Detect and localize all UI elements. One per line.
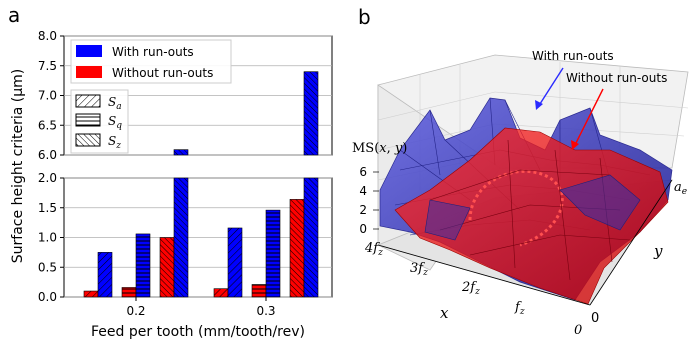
x-axis-label: Feed per tooth (mm/tooth/rev) [91,324,305,340]
runout-ring [468,169,564,247]
panel-a-label: a [8,3,20,27]
z-ticks: 0 2 4 6 [359,165,379,236]
annotation-with-arrowhead [535,100,543,110]
z-tick-label: 2 [359,203,367,217]
legend-hatch-sz [75,133,101,147]
annotation-with-runouts: With run-outs [532,49,614,63]
annotation-with-arrow [537,67,564,108]
panel-b-label: b [358,5,371,29]
z-tick-label: 4 [359,184,367,198]
y-tick-label: ae [674,180,687,197]
x-tick-label: 0 [574,323,582,338]
y-tick-label-upper: 8.0 [38,29,57,43]
annotation-without-runouts: Without run-outs [566,71,667,85]
bar-with-sq-0.3-hatch [266,210,280,297]
legend-swatch-with [76,45,102,57]
z-tick-label: 6 [359,165,367,179]
legend-swatch-without [76,66,102,78]
bar-with-sa-0.3-hatch [228,227,242,297]
y-axis-label: y [653,242,663,260]
legend-hatch-sq [75,113,101,127]
legend-hatch-sa [75,94,101,108]
z-tick-label: 0 [359,222,367,236]
panel-b-surface-plot: With run-outs Without run-outs MS(x, y) … [352,49,689,338]
surface-with-runouts-front [559,174,641,231]
z-axis-label: MS(x, y) [352,141,407,156]
legend: With run-outs Without run-outs Sa Sq Sz [70,39,232,154]
bar-without-sa-0.3-hatch [214,288,228,297]
y-axis-label: Surface height criteria (μm) [10,69,26,263]
bar-without-sq-0.3-hatch [252,284,266,297]
bar-with-sa-0.2-hatch [98,252,112,297]
surface-with-runouts-left [424,199,471,241]
surface-without-runouts-mesh [394,127,669,305]
bar-with-sz-0.2-upper-hatch [174,149,188,155]
y-tick-label-upper: 7.5 [38,59,57,73]
y-tick-label-lower: 0.5 [38,260,57,274]
axis-ticks: 0.0 0.5 1.0 1.5 2.0 6.0 6.5 7.0 7.5 8.0 0.2 0.3 [38,29,276,318]
y-tick-label-upper: 7.0 [38,89,57,103]
bar-with-sz-0.2-hatch [174,178,188,297]
y-tick-label-lower: 2.0 [38,171,57,185]
legend-label-without: Without run-outs [112,66,213,80]
annotation-without-arrowhead [571,140,579,150]
bar-without-sq-0.2-hatch [122,287,136,297]
bars [83,71,319,298]
y-tick-label-lower: 0.0 [38,290,57,304]
y-tick-label-upper: 6.0 [38,148,57,162]
annotation-without-arrow [573,88,604,148]
bar-with-sq-0.2-hatch [136,233,150,297]
legend-label-with: With run-outs [112,45,194,59]
y-axis-line [589,179,673,306]
bar-without-sz-0.2-hatch [160,237,174,297]
y-tick-label-lower: 1.0 [38,231,57,245]
y-tick-label: 0 [591,311,599,326]
x-axis-line [377,244,591,306]
bar-without-sz-0.3-hatch [290,199,304,297]
x-tick-label: 2fz [461,280,480,297]
bar-with-sz-0.3-hatch [304,178,318,297]
x-axis-label: x [440,304,449,322]
x-tick-label: fz [514,300,525,317]
bar-with-sz-0.3-upper-hatch [304,71,318,155]
y-tick-label-upper: 6.5 [38,118,57,132]
x-tick-label: 0.3 [256,304,275,318]
bar-without-sa-0.2-hatch [84,291,98,297]
x-tick-label: 0.2 [126,304,145,318]
y-tick-label-lower: 1.5 [38,201,57,215]
panel-a-chart: 0.0 0.5 1.0 1.5 2.0 6.0 6.5 7.0 7.5 8.0 0.2 0.3 Wit… [10,29,333,340]
